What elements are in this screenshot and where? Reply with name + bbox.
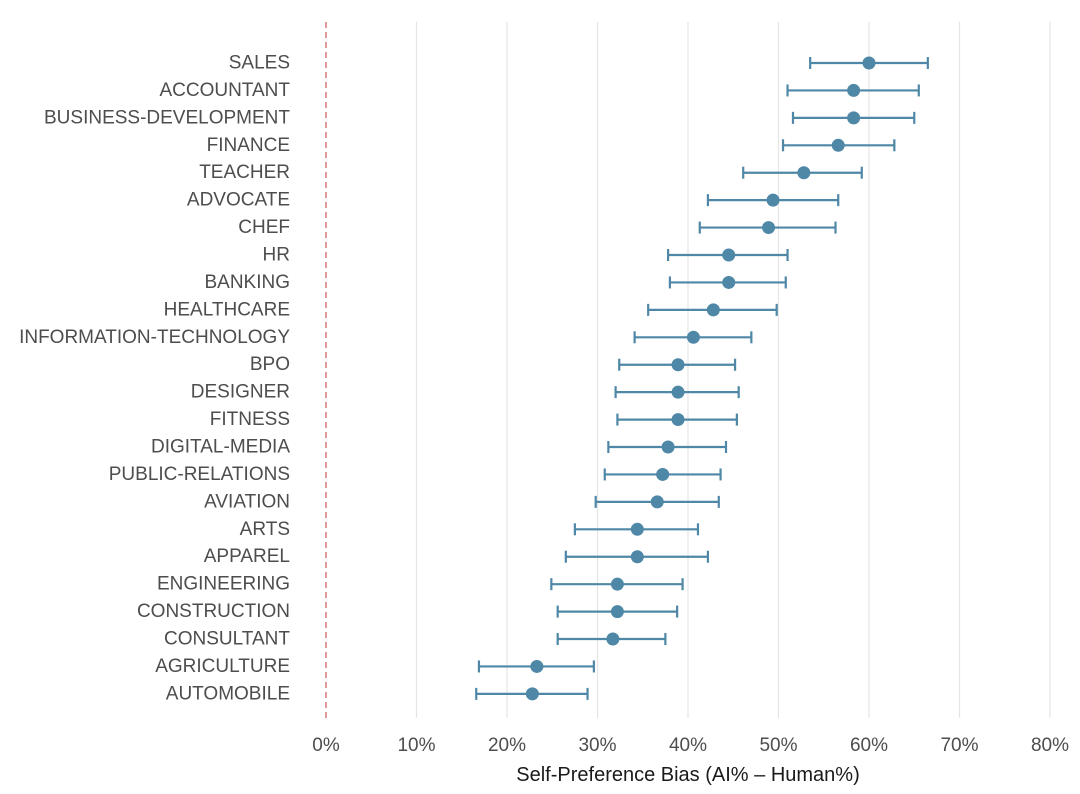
category-label: ENGINEERING — [157, 574, 290, 595]
data-point-teacher — [797, 166, 811, 180]
x-tick-label: 0% — [312, 735, 340, 756]
category-label: FINANCE — [207, 135, 290, 156]
data-point-agriculture — [530, 659, 544, 673]
data-point-bpo — [671, 358, 685, 372]
data-point-automobile — [525, 687, 539, 701]
data-point-accountant — [847, 83, 861, 97]
category-label: CONSTRUCTION — [137, 601, 290, 622]
category-label: CONSULTANT — [164, 629, 290, 650]
data-point-consultant — [606, 632, 620, 646]
category-label: ARTS — [240, 519, 290, 540]
category-label: BUSINESS-DEVELOPMENT — [44, 107, 290, 128]
category-labels: SALES ACCOUNTANT BUSINESS-DEVELOPMENT FINAN… — [19, 53, 290, 705]
x-tick-label: 10% — [397, 735, 435, 756]
data-point-engineering — [610, 577, 624, 591]
category-label: CHEF — [238, 217, 290, 238]
error-bars — [475, 57, 929, 700]
category-label: ACCOUNTANT — [159, 80, 290, 101]
x-tick-label: 50% — [759, 735, 797, 756]
category-label: AVIATION — [204, 491, 290, 512]
data-points — [525, 56, 876, 701]
data-point-information-technology — [686, 330, 700, 344]
data-point-apparel — [630, 550, 644, 564]
data-point-arts — [630, 522, 644, 536]
category-label: BPO — [250, 354, 290, 375]
data-point-finance — [831, 138, 845, 152]
category-label: PUBLIC-RELATIONS — [109, 464, 290, 485]
x-tick-label: 70% — [940, 735, 978, 756]
data-point-sales — [862, 56, 876, 70]
category-label: DIGITAL-MEDIA — [151, 437, 290, 458]
category-label: AGRICULTURE — [155, 656, 290, 677]
category-label: FITNESS — [210, 409, 290, 430]
x-tick-label: 30% — [578, 735, 616, 756]
data-point-public-relations — [656, 467, 670, 481]
category-label: HEALTHCARE — [164, 299, 290, 320]
x-tick-label: 60% — [850, 735, 888, 756]
data-point-fitness — [671, 413, 685, 427]
category-label: BANKING — [204, 272, 290, 293]
category-label: AUTOMOBILE — [166, 683, 290, 704]
category-label: HR — [263, 245, 290, 266]
data-point-healthcare — [706, 303, 720, 317]
data-point-aviation — [650, 495, 664, 509]
data-point-business-development — [847, 111, 861, 125]
data-point-designer — [671, 385, 685, 399]
gridlines — [415, 22, 1051, 718]
data-point-digital-media — [661, 440, 675, 454]
x-axis-title: Self-Preference Bias (AI% – Human%) — [516, 764, 859, 786]
data-point-advocate — [766, 193, 780, 207]
x-tick-label: 40% — [669, 735, 707, 756]
data-point-chef — [762, 221, 776, 235]
x-tick-labels: 0% 10% 20% 30% 40% 50% 60% 70% 80% — [312, 735, 1069, 756]
data-point-hr — [722, 248, 736, 262]
category-label: TEACHER — [199, 162, 290, 183]
category-label: ADVOCATE — [187, 190, 290, 211]
x-tick-label: 80% — [1031, 735, 1069, 756]
category-label: SALES — [229, 53, 290, 74]
data-point-banking — [722, 275, 736, 289]
data-point-construction — [610, 605, 624, 619]
x-tick-label: 20% — [488, 735, 526, 756]
category-label: INFORMATION-TECHNOLOGY — [19, 327, 290, 348]
category-label: APPAREL — [204, 546, 290, 567]
category-label: DESIGNER — [191, 382, 290, 403]
